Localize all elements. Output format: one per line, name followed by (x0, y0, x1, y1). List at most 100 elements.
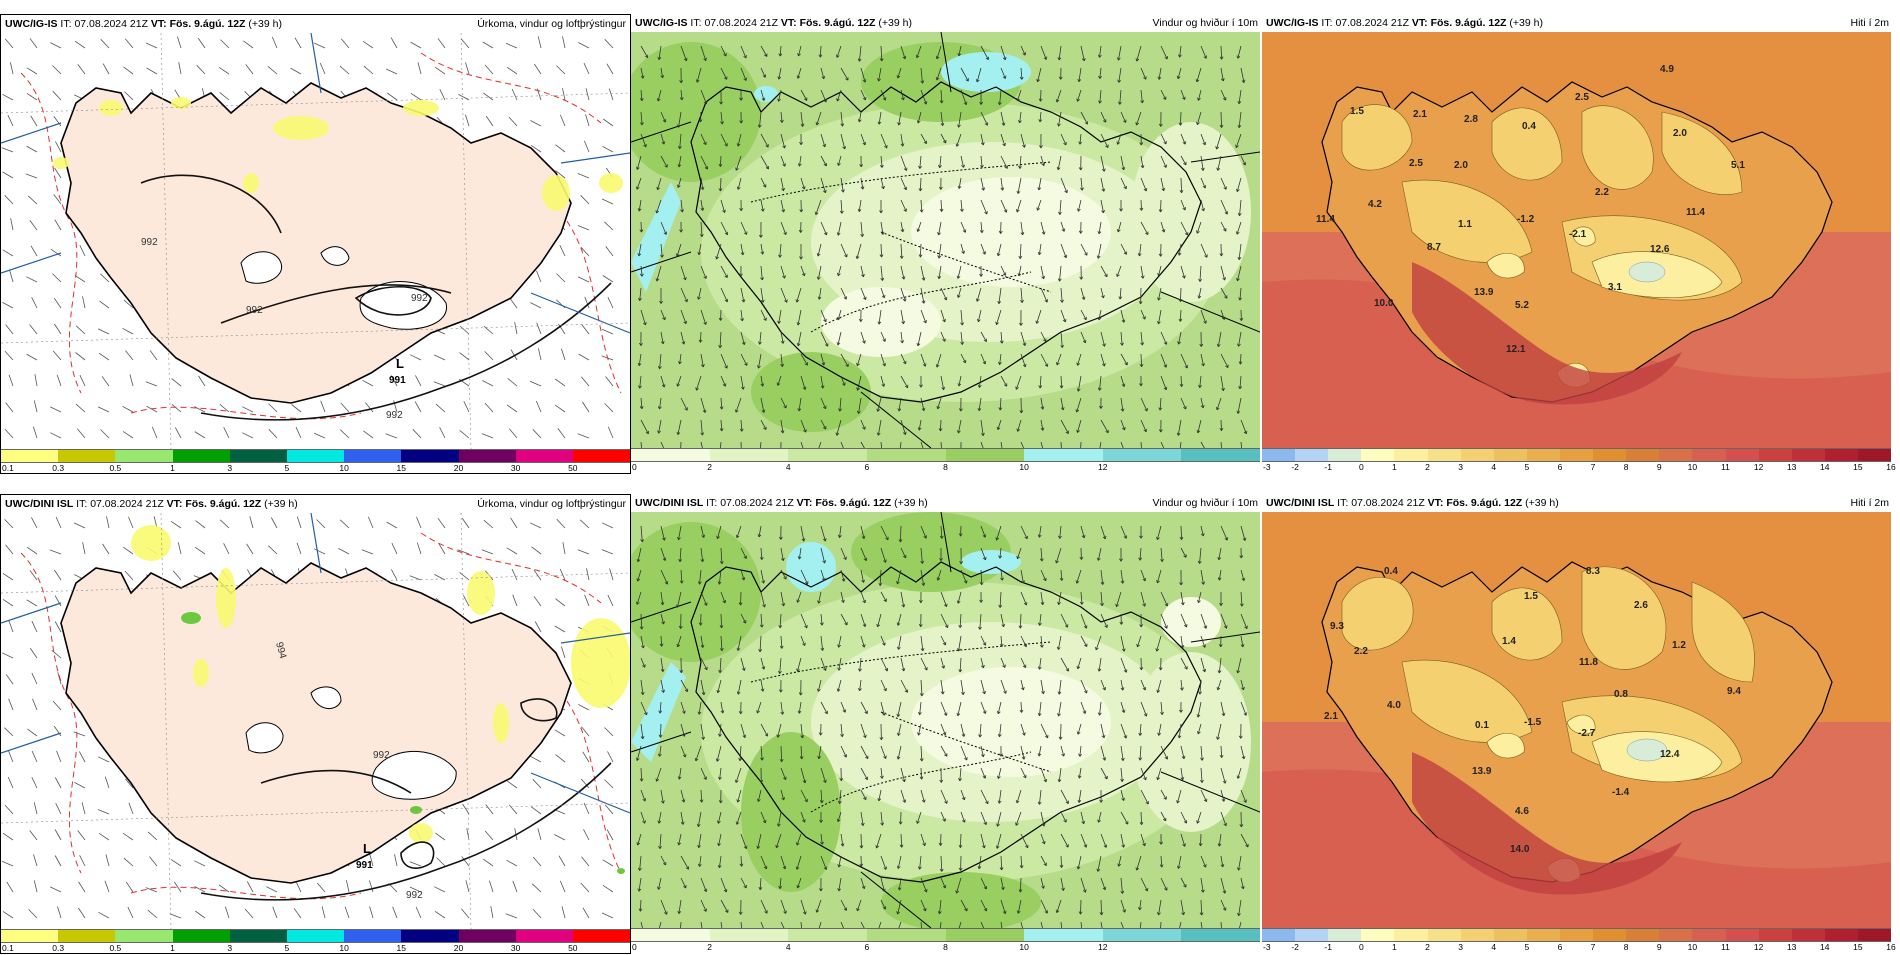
wind-arrow-head (686, 754, 687, 757)
panel-header: UWC/IG-IS IT: 07.08.2024 21Z VT: Fös. 9.… (631, 14, 1262, 32)
isobar-label: 992 (141, 237, 158, 248)
colorbar-tick-label: 11 (1721, 942, 1730, 952)
colorbar-tick-label: 15 (397, 943, 406, 953)
colorbar-swatch (1394, 929, 1427, 941)
temperature-value: 5.1 (1731, 160, 1745, 171)
colorbar-swatch (1262, 929, 1295, 941)
wind-arrow-head (985, 534, 986, 537)
colorbar-tick-label: 6 (1558, 942, 1563, 952)
wind-map-panel-bottom: UWC/DINI ISL IT: 07.08.2024 21Z VT: Fös.… (631, 494, 1262, 954)
lead-time: (+39 h) (878, 17, 912, 29)
wind-arrow-head (865, 426, 866, 429)
temperature-colorbar (1262, 928, 1891, 942)
wind-arrow-head (786, 232, 787, 235)
temperature-value: 2.2 (1354, 646, 1368, 657)
colorbar-tick-label: 20 (454, 943, 463, 953)
colorbar-tick-label: 10 (339, 943, 348, 953)
it-value: 07.08.2024 21Z (1335, 17, 1409, 29)
colorbar-swatch (1726, 929, 1759, 941)
colorbar-tick-label: 4 (786, 462, 791, 472)
wind-arrow-head (805, 819, 806, 822)
model-name: UWC/IG-IS (1266, 17, 1319, 29)
colorbar-swatch (1328, 929, 1361, 941)
temperature-value: 13.9 (1474, 287, 1494, 298)
colorbar-tick-label: 12 (1754, 942, 1763, 952)
colorbar-tick-label: 30 (511, 463, 520, 473)
panel-header: UWC/DINI ISL IT: 07.08.2024 21Z VT: Fös.… (631, 494, 1262, 512)
colorbar-tick-label: 8 (943, 462, 948, 472)
it-value: 07.08.2024 21Z (704, 17, 778, 29)
it-label: IT: (706, 497, 717, 509)
wind-arrow-head (1166, 364, 1167, 367)
vt-value: Fös. 9.ágú. 12Z (185, 498, 261, 510)
vt-label: VT: (781, 17, 797, 29)
wind-arrow-head (725, 600, 726, 603)
colorbar-swatch (1024, 929, 1103, 941)
wind-arrow (1161, 200, 1162, 212)
wind-arrow (1141, 200, 1142, 211)
colorbar-tick-label: 10 (1019, 462, 1028, 472)
colorbar-tick-label: 0.5 (109, 943, 121, 953)
panel-header: UWC/IG-IS IT: 07.08.2024 21Z VT: Fös. 9.… (1, 15, 630, 33)
colorbar-swatch (631, 449, 710, 461)
wind-arrow-head (726, 889, 727, 892)
temperature-value: 12.6 (1650, 244, 1670, 255)
colorbar-swatch (1626, 929, 1659, 941)
wind-map (631, 32, 1260, 448)
wind-arrow (1081, 900, 1082, 914)
colorbar-tick-label: 1 (170, 463, 175, 473)
colorbar-tick-label: 3 (1458, 462, 1463, 472)
wind-arrow (641, 222, 642, 232)
colorbar-tick-label: 0.1 (2, 463, 14, 473)
colorbar-swatch (788, 449, 867, 461)
colorbar-swatch (287, 930, 344, 942)
wind-arrow-head (945, 732, 946, 735)
wind-arrow (741, 592, 742, 605)
colorbar-swatch (230, 450, 287, 462)
vt-value: Fös. 9.ágú. 12Z (1446, 497, 1522, 509)
colorbar-tick-label: 14 (1820, 462, 1829, 472)
vt-value: Fös. 9.ágú. 12Z (815, 497, 891, 509)
colorbar-swatch (1560, 449, 1593, 461)
temperature-map-panel-top: UWC/IG-IS IT: 07.08.2024 21Z VT: Fös. 9.… (1262, 14, 1893, 474)
colorbar-swatch (631, 929, 710, 941)
wind-arrow-head (1126, 669, 1127, 672)
colorbar-swatch (1659, 929, 1692, 941)
wind-arrow-head (826, 867, 827, 870)
colorbar-swatch (58, 450, 115, 462)
colorbar-swatch (1, 930, 58, 942)
precip-map-panel-top: UWC/IG-IS IT: 07.08.2024 21Z VT: Fös. 9.… (0, 14, 631, 474)
model-name: UWC/IG-IS (635, 17, 688, 29)
wind-arrow-head (1125, 427, 1126, 430)
colorbar-tick-label: 50 (568, 943, 577, 953)
colorbar-tick-label: 2 (1425, 942, 1430, 952)
colorbar-swatch (1103, 929, 1182, 941)
temperature-value: 11.4 (1316, 214, 1335, 225)
colorbar-tick-label: 14 (1820, 942, 1829, 952)
colorbar-swatch (401, 930, 458, 942)
temperature-value: 5.2 (1515, 300, 1529, 311)
colorbar-tick-label: 0 (632, 942, 637, 952)
colorbar-swatch (401, 450, 458, 462)
colorbar-swatch (516, 930, 573, 942)
wind-map-panel-top: UWC/IG-IS IT: 07.08.2024 21Z VT: Fös. 9.… (631, 14, 1262, 474)
colorbar-tick-label: 5 (1524, 462, 1529, 472)
map-area (631, 512, 1260, 928)
temperature-value: 14.0 (1510, 844, 1530, 855)
colorbar-swatch (344, 450, 401, 462)
lead-time: (+39 h) (1525, 497, 1559, 509)
wind-arrow (721, 310, 722, 321)
wind-colorbar (631, 928, 1260, 942)
temperature-value: 1.1 (1458, 219, 1472, 230)
colorbar-swatch (115, 450, 172, 462)
wind-arrow (1201, 834, 1202, 846)
panel-header: UWC/DINI ISL IT: 07.08.2024 21Z VT: Fös.… (1262, 494, 1893, 512)
temperature-value: 1.4 (1502, 636, 1516, 647)
wind-arrow-head (886, 756, 887, 759)
colorbar-tick-label: 2 (707, 942, 712, 952)
colorbar-tick-label: -2 (1291, 462, 1299, 472)
colorbar-tick-label: 10 (1688, 462, 1697, 472)
wind-arrow-head (787, 300, 788, 303)
low-pressure-marker: L (363, 841, 371, 856)
